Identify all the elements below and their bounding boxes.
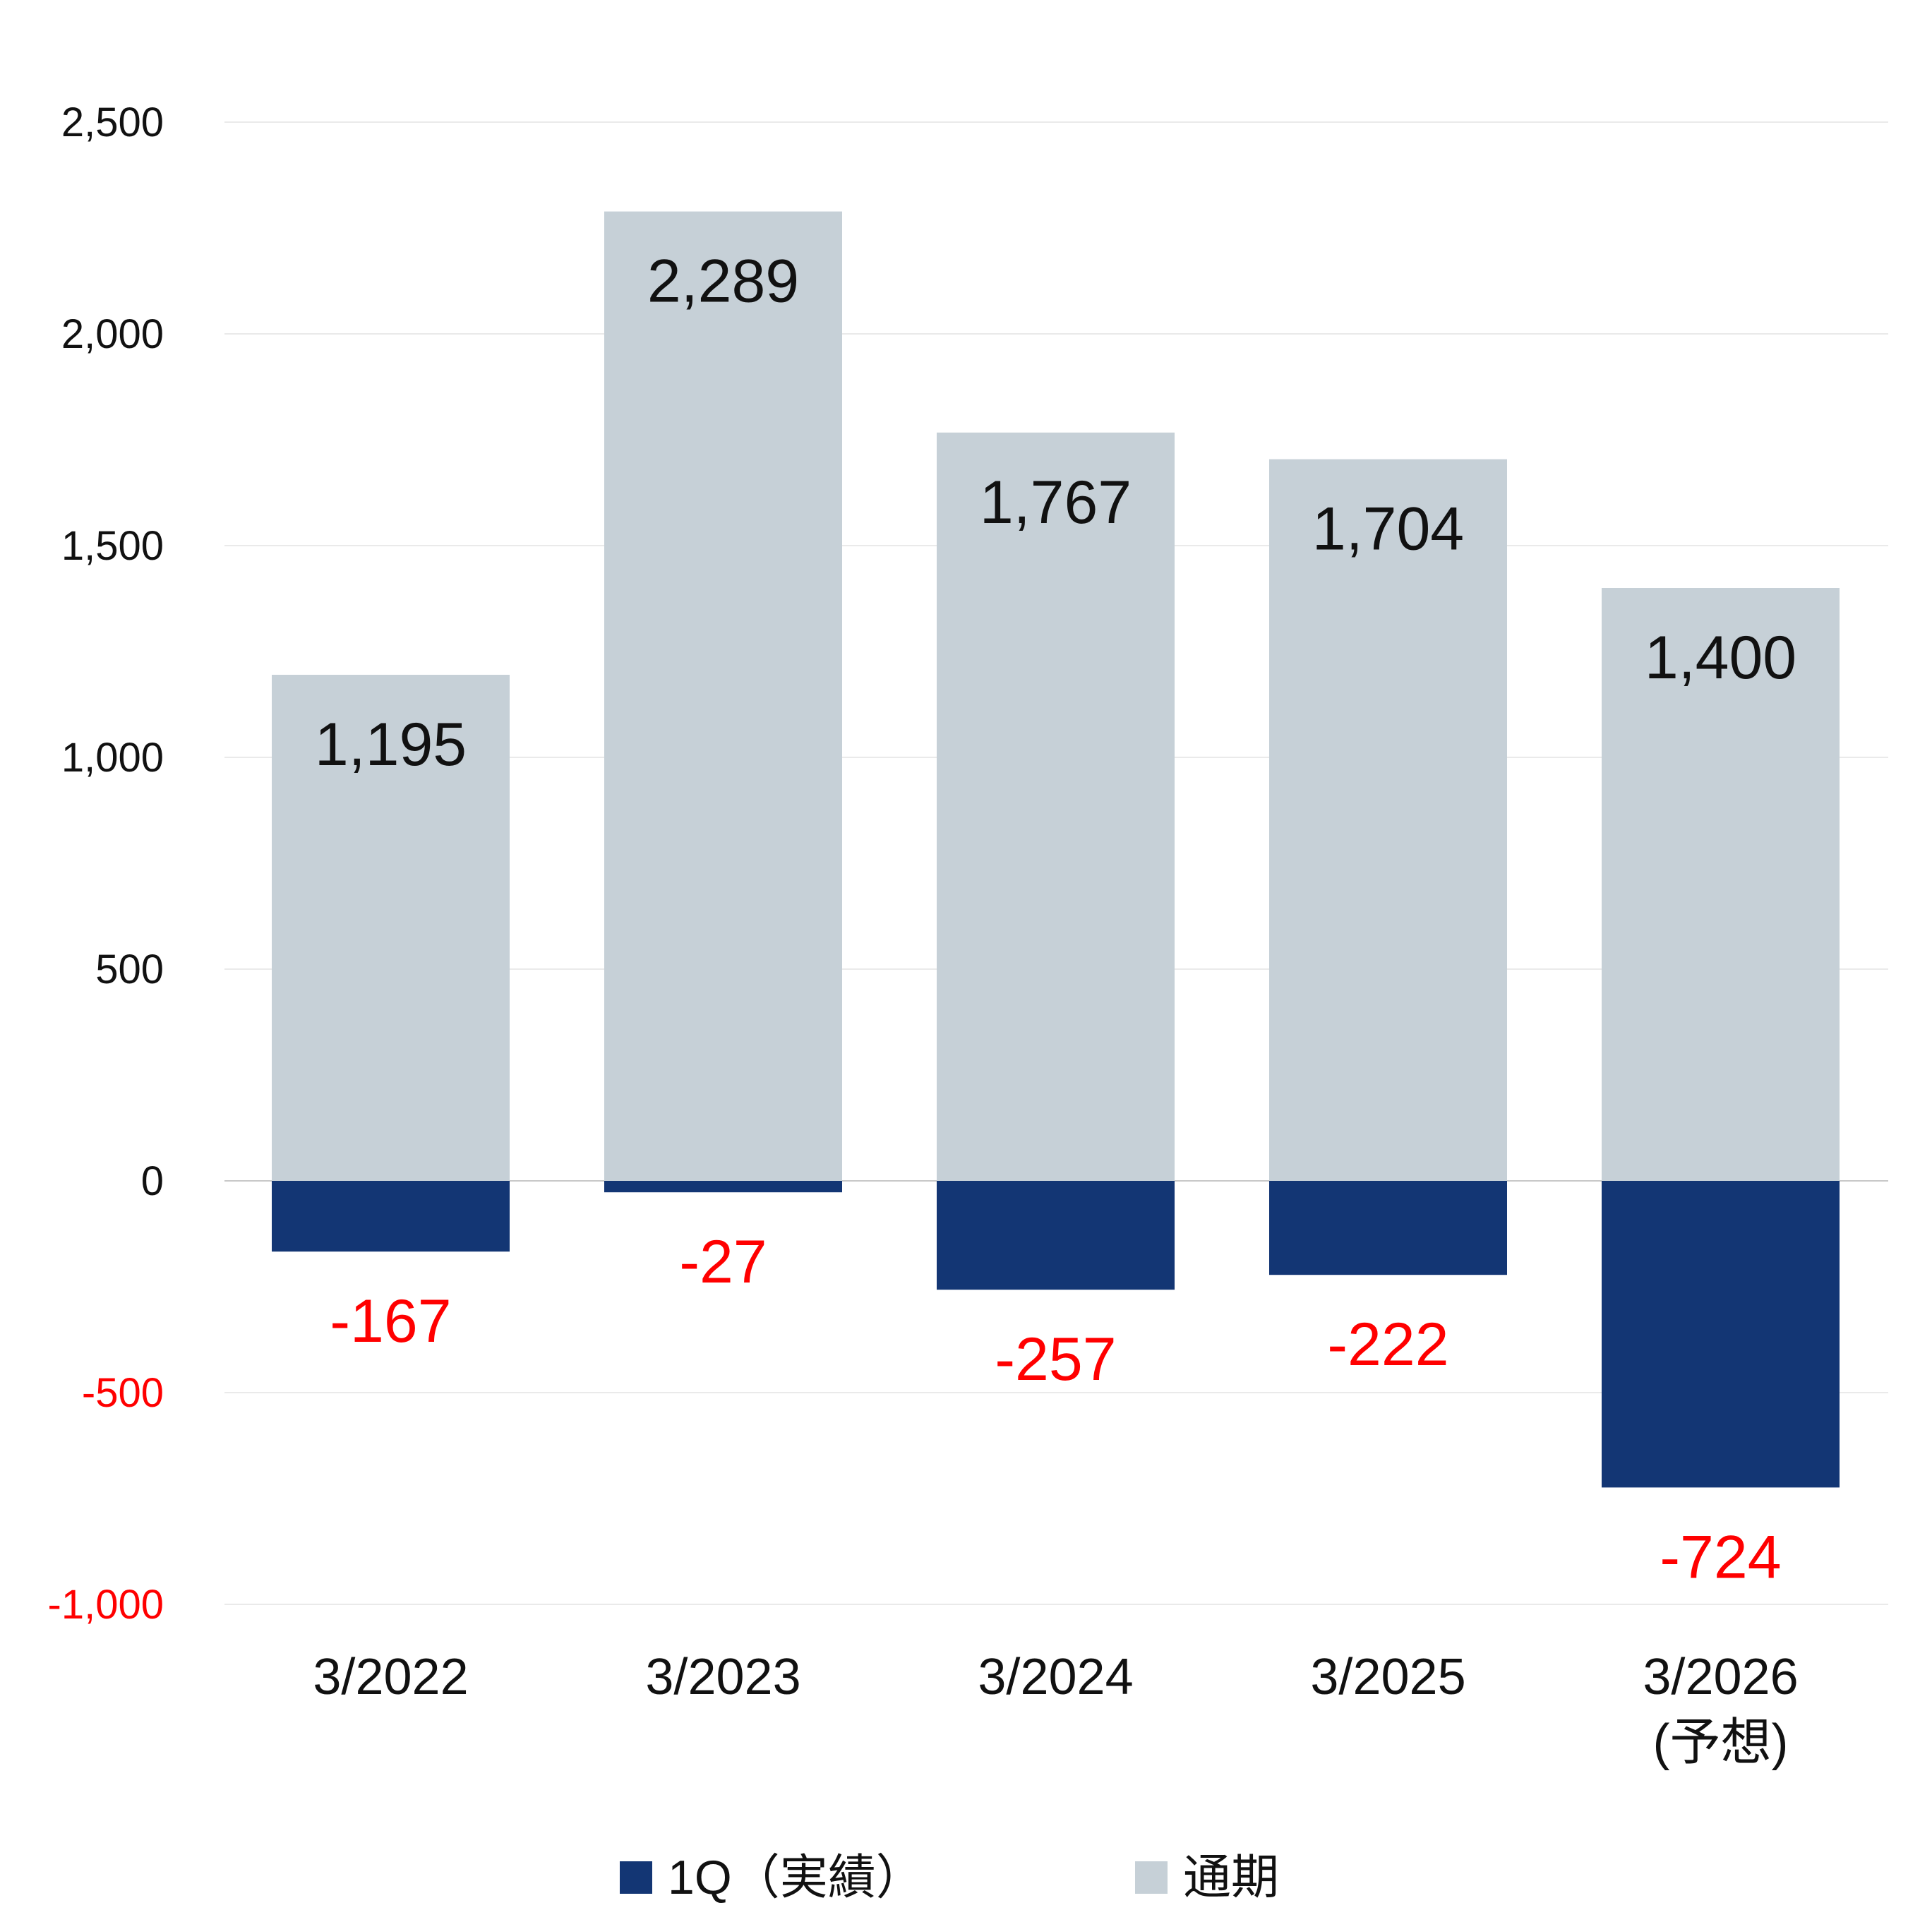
bar-1q — [937, 1181, 1175, 1290]
bar-annual — [937, 432, 1175, 1181]
x-tick-label: (予想) — [1653, 1714, 1789, 1771]
labels: 2,500 2,000 1,500 1,000 500 0 -500 -1,000 1,195 -… — [48, 100, 1799, 1771]
data-label-annual: 2,289 — [647, 248, 799, 316]
y-tick-label: 1,000 — [61, 735, 164, 781]
y-tick-label: -1,000 — [48, 1582, 164, 1628]
data-label-annual: 1,704 — [1312, 495, 1464, 563]
data-label-annual: 1,195 — [315, 711, 467, 779]
data-label-1q: -257 — [995, 1326, 1116, 1393]
x-tick-label: 3/2025 — [1310, 1649, 1465, 1705]
bar-annual — [272, 675, 510, 1181]
legend-label: 通期 — [1183, 1851, 1279, 1904]
x-tick-label: 3/2022 — [313, 1649, 468, 1705]
data-label-annual: 1,767 — [980, 469, 1132, 536]
data-label-1q: -27 — [679, 1228, 767, 1296]
y-tick-label: 500 — [95, 947, 164, 992]
x-tick-label: 3/2024 — [978, 1649, 1133, 1705]
data-label-annual: 1,400 — [1645, 624, 1796, 692]
bar-annual — [604, 211, 842, 1182]
data-label-1q: -222 — [1327, 1311, 1448, 1379]
y-tick-label: 0 — [141, 1158, 164, 1204]
bar-1q — [1269, 1181, 1507, 1275]
x-tick-label: 3/2023 — [645, 1649, 800, 1705]
bars — [272, 211, 1840, 1488]
y-tick-label: 2,000 — [61, 311, 164, 357]
data-label-1q: -724 — [1660, 1523, 1781, 1591]
y-tick-label: 1,500 — [61, 523, 164, 569]
y-tick-label: -500 — [82, 1370, 164, 1416]
bar-1q — [1602, 1181, 1840, 1488]
y-tick-label: 2,500 — [61, 100, 164, 145]
bar-1q — [604, 1181, 842, 1193]
legend-swatch — [1135, 1861, 1168, 1894]
legend-label: 1Q（実績） — [668, 1851, 924, 1904]
bar-1q — [272, 1181, 510, 1252]
bar-annual — [1602, 588, 1840, 1181]
data-label-1q: -167 — [330, 1287, 451, 1355]
bar-annual — [1269, 459, 1507, 1181]
x-tick-label: 3/2026 — [1643, 1649, 1798, 1705]
legend-swatch — [620, 1861, 652, 1894]
legend: 1Q（実績） 通期 — [620, 1851, 1279, 1904]
